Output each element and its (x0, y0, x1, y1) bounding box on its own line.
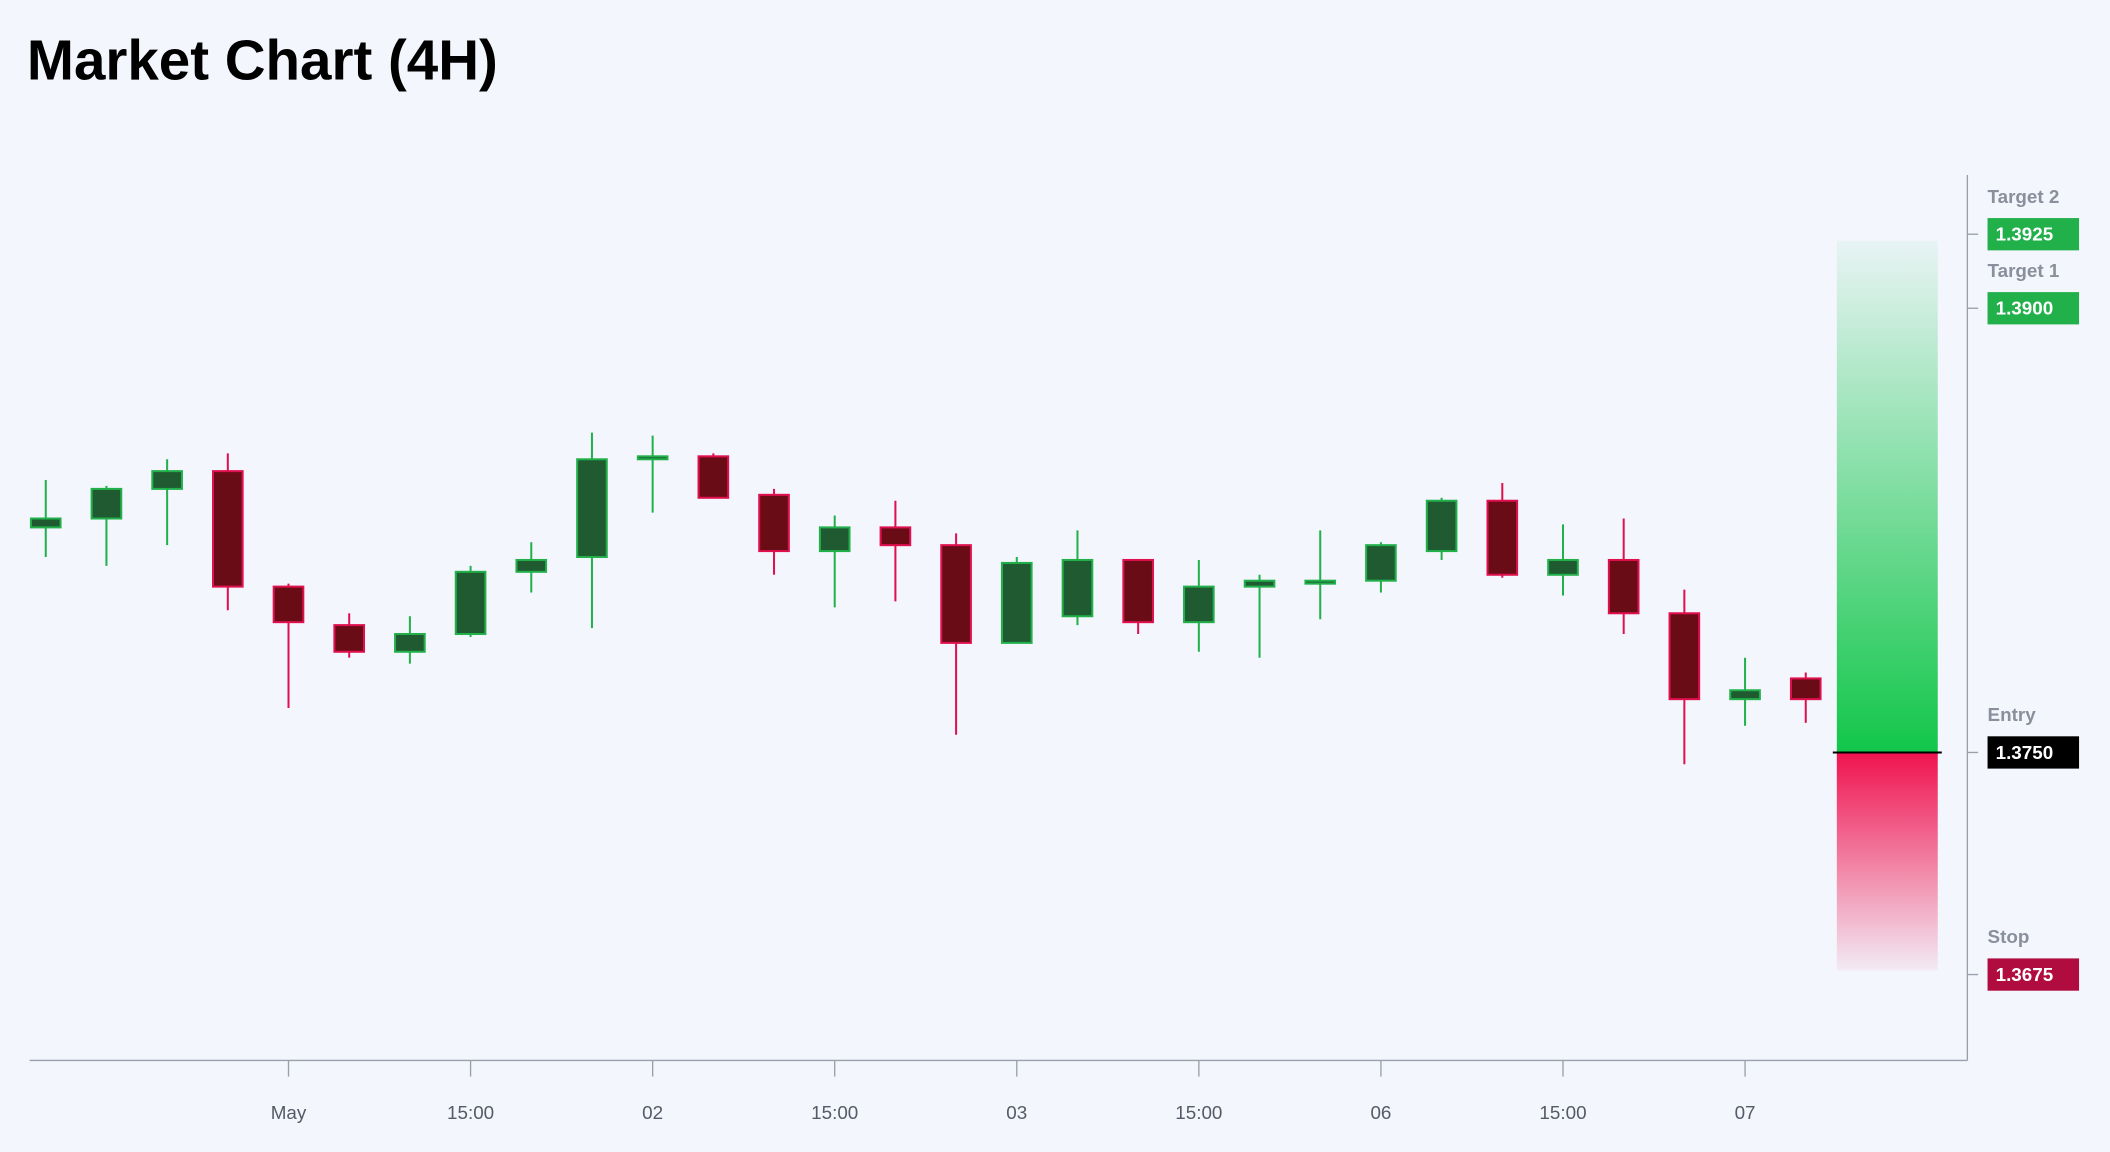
candle-body (90, 487, 123, 520)
level-badge (1987, 736, 2080, 769)
level-badge (1987, 218, 2080, 251)
candle-body (333, 624, 366, 653)
candle-body (1425, 499, 1458, 553)
candle-body (1000, 561, 1033, 644)
candle-body (1243, 579, 1276, 588)
level-badge (1987, 958, 2080, 991)
candle-body (1183, 585, 1215, 624)
candle-body (1304, 579, 1337, 585)
x-tick-label: May (271, 1102, 307, 1123)
x-tick-label: 02 (642, 1102, 663, 1123)
level-label: 1.3925 (1996, 224, 2054, 245)
level-badge (1987, 292, 2080, 325)
profit-zone (1836, 240, 1938, 753)
x-tick-label: 07 (1735, 1102, 1756, 1123)
candle-body (879, 526, 912, 547)
candle-body (1365, 544, 1397, 582)
candle-body (758, 493, 790, 553)
x-tick-label: 15:00 (447, 1102, 494, 1123)
candle-body (1547, 558, 1579, 576)
candle-body (29, 517, 62, 529)
candle-body (212, 470, 244, 588)
x-tick-label: 03 (1006, 1102, 1027, 1123)
candle-body (1061, 558, 1094, 618)
candle-body (697, 455, 730, 499)
level-name: Stop (1988, 926, 2030, 947)
x-tick-label: 15:00 (811, 1102, 858, 1123)
candle-body (1122, 558, 1154, 624)
level-name: Target 2 (1988, 186, 2060, 207)
level-name: Target 1 (1988, 260, 2060, 281)
candle-body (576, 458, 608, 559)
level-label: 1.3900 (1996, 298, 2054, 319)
x-tick-label: 06 (1370, 1102, 1391, 1123)
candle-body (151, 470, 183, 490)
level-label: 1.3750 (1996, 742, 2054, 763)
level-name: Entry (1988, 704, 2037, 725)
level-label: 1.3675 (1996, 964, 2054, 985)
candle-body (394, 632, 426, 653)
candle-body (454, 570, 487, 636)
x-tick-label: 15:00 (1175, 1102, 1222, 1123)
candle-body (1668, 612, 1701, 701)
x-tick-label: 15:00 (1539, 1102, 1586, 1123)
candle-body (818, 526, 851, 553)
candle-body (636, 455, 669, 461)
candle-body (1789, 677, 1822, 701)
chart-title: Market Chart (4H) (27, 29, 498, 92)
candle-body (1729, 689, 1761, 701)
loss-zone (1836, 752, 1938, 971)
candle-body (515, 558, 548, 573)
candle-body (1607, 558, 1640, 615)
candle-body (1486, 499, 1519, 576)
candle-body (272, 585, 305, 624)
candle-body (940, 544, 972, 644)
